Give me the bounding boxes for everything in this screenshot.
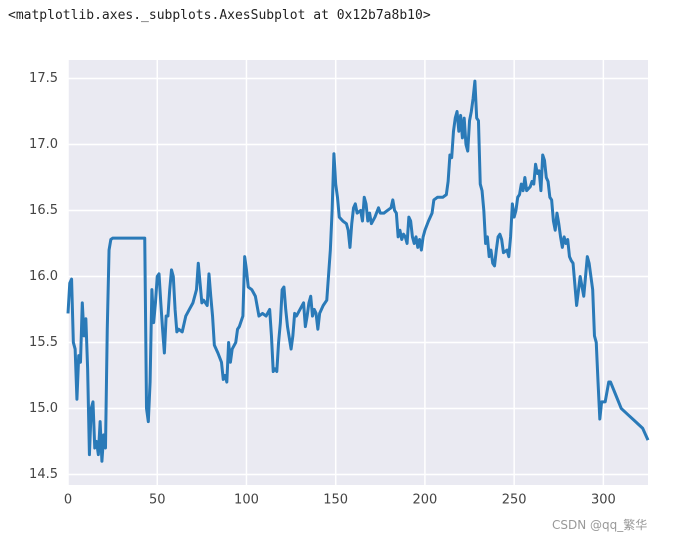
y-tick-label: 15.0 (29, 401, 58, 416)
y-tick-label: 15.5 (29, 335, 58, 350)
x-tick-label: 50 (149, 493, 166, 508)
y-tick-label: 17.5 (29, 71, 58, 86)
line-series (66, 79, 650, 463)
x-tick-label: 100 (234, 493, 259, 508)
x-tick-label: 150 (323, 493, 348, 508)
y-tick-label: 14.5 (29, 467, 58, 482)
x-tick-label: 250 (502, 493, 527, 508)
watermark: CSDN @qq_繁华 (552, 518, 648, 532)
x-tick-label: 300 (591, 493, 616, 508)
output-header: <matplotlib.axes._subplots.AxesSubplot a… (8, 8, 431, 23)
x-tick-label: 200 (413, 493, 438, 508)
y-tick-label: 17.0 (29, 137, 58, 152)
plot-area (68, 60, 648, 485)
y-tick-label: 16.5 (29, 203, 58, 218)
y-tick-label: 16.0 (29, 269, 58, 284)
x-tick-label: 0 (64, 493, 72, 508)
